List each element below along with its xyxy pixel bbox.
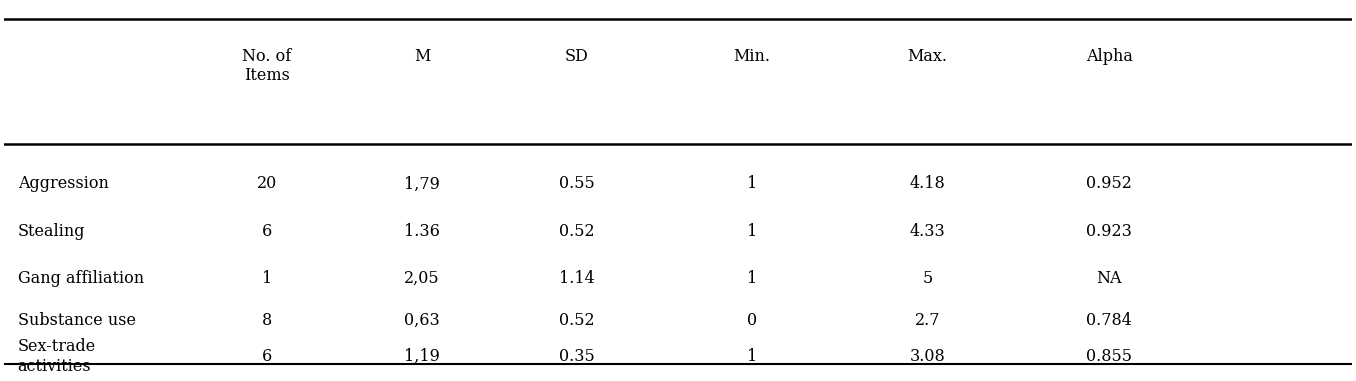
Text: 4.18: 4.18 — [910, 175, 945, 192]
Text: 2.7: 2.7 — [914, 312, 940, 329]
Text: Gang affiliation: Gang affiliation — [18, 270, 144, 287]
Text: 0.52: 0.52 — [559, 312, 595, 329]
Text: 0.55: 0.55 — [559, 175, 595, 192]
Text: M: M — [414, 48, 430, 65]
Text: 1.14: 1.14 — [559, 270, 595, 287]
Text: 5: 5 — [922, 270, 933, 287]
Text: 0: 0 — [747, 312, 757, 329]
Text: 1.36: 1.36 — [404, 223, 439, 240]
Text: Aggression: Aggression — [18, 175, 108, 192]
Text: 1: 1 — [747, 270, 757, 287]
Text: 0.923: 0.923 — [1086, 223, 1132, 240]
Text: No. of
Items: No. of Items — [243, 48, 292, 84]
Text: 0.52: 0.52 — [559, 223, 595, 240]
Text: 6: 6 — [262, 348, 273, 365]
Text: 3.08: 3.08 — [910, 348, 945, 365]
Text: SD: SD — [565, 48, 589, 65]
Text: 1: 1 — [747, 223, 757, 240]
Text: 0.952: 0.952 — [1086, 175, 1132, 192]
Text: 0.784: 0.784 — [1086, 312, 1132, 329]
Text: 1: 1 — [747, 348, 757, 365]
Text: 1,79: 1,79 — [404, 175, 439, 192]
Text: 4.33: 4.33 — [910, 223, 945, 240]
Text: NA: NA — [1097, 270, 1121, 287]
Text: Substance use: Substance use — [18, 312, 136, 329]
Text: 6: 6 — [262, 223, 273, 240]
Text: 1: 1 — [262, 270, 273, 287]
Text: 1: 1 — [747, 175, 757, 192]
Text: Sex-trade
activities: Sex-trade activities — [18, 338, 96, 375]
Text: 20: 20 — [256, 175, 277, 192]
Text: 0.35: 0.35 — [559, 348, 595, 365]
Text: Min.: Min. — [734, 48, 770, 65]
Text: 0.855: 0.855 — [1086, 348, 1132, 365]
Text: 0,63: 0,63 — [404, 312, 439, 329]
Text: Alpha: Alpha — [1086, 48, 1132, 65]
Text: 8: 8 — [262, 312, 273, 329]
Text: 2,05: 2,05 — [404, 270, 439, 287]
Text: Stealing: Stealing — [18, 223, 85, 240]
Text: 1,19: 1,19 — [404, 348, 439, 365]
Text: Max.: Max. — [907, 48, 948, 65]
